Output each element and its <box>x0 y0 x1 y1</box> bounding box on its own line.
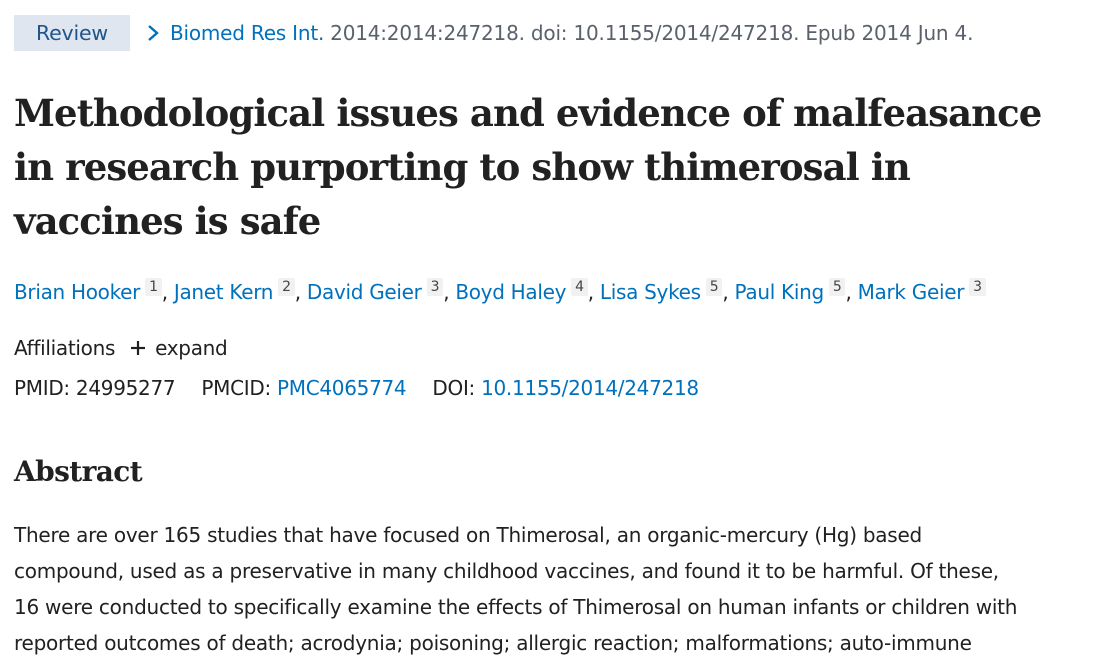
affiliation-ref[interactable]: 2 <box>278 278 295 296</box>
pmcid-link[interactable]: PMC4065774 <box>276 376 407 400</box>
abstract-line: 16 were conducted to specifically examin… <box>14 595 1018 619</box>
pmid-label: PMID: <box>14 376 70 400</box>
author-separator: , <box>443 280 450 304</box>
author-item: Brian Hooker 1 <box>14 278 162 304</box>
author-item: Boyd Haley 4 <box>455 278 588 304</box>
author-item: Paul King 5 <box>734 278 846 304</box>
chevron-right-icon[interactable] <box>146 23 160 43</box>
pmid-value: 24995277 <box>75 376 176 400</box>
author-separator: , <box>294 280 301 304</box>
plus-icon <box>131 341 146 355</box>
author-link[interactable]: Brian Hooker <box>14 280 141 304</box>
affiliations-row: Affiliations expand <box>14 336 228 360</box>
author-separator: , <box>845 280 852 304</box>
author-item: Mark Geier 3 <box>857 278 986 304</box>
abstract-line: There are over 165 studies that have foc… <box>14 523 922 547</box>
identifiers-row: PMID: 24995277 PMCID: PMC4065774 DOI: 10… <box>14 376 699 400</box>
author-item: Janet Kern 2 <box>173 278 295 304</box>
author-link[interactable]: Lisa Sykes <box>599 280 701 304</box>
author-item: David Geier 3 <box>306 278 444 304</box>
citation-row: Review Biomed Res Int. 2014:2014:247218.… <box>14 15 973 51</box>
abstract-line: reported outcomes of death; acrodynia; p… <box>14 631 972 655</box>
publication-type-badge: Review <box>14 15 130 51</box>
affiliation-ref[interactable]: 5 <box>828 278 846 296</box>
expand-affiliations-button[interactable]: expand <box>129 336 228 360</box>
author-separator: , <box>587 280 594 304</box>
article-title: Methodological issues and evidence of ma… <box>14 91 1042 243</box>
author-item: Lisa Sykes 5 <box>599 278 723 304</box>
author-link[interactable]: Paul King <box>734 280 825 304</box>
abstract-text: There are over 165 studies that have foc… <box>14 517 1094 661</box>
affiliations-label: Affiliations <box>14 336 116 360</box>
affiliation-ref[interactable]: 5 <box>705 278 723 296</box>
author-link[interactable]: Mark Geier <box>857 280 965 304</box>
abstract-line: compound, used as a preservative in many… <box>14 559 999 583</box>
author-separator: , <box>722 280 729 304</box>
pmcid-label: PMCID: <box>201 376 271 400</box>
expand-label: expand <box>155 336 228 360</box>
author-list: Brian Hooker 1, Janet Kern 2, David Geier 3… <box>14 278 986 304</box>
journal-link[interactable]: Biomed Res Int. <box>169 21 325 45</box>
affiliation-ref[interactable]: 1 <box>145 278 162 296</box>
affiliation-ref[interactable]: 3 <box>969 278 986 296</box>
doi-label: DOI: <box>432 376 475 400</box>
author-separator: , <box>161 280 168 304</box>
author-link[interactable]: Boyd Haley <box>455 280 567 304</box>
abstract-heading: Abstract <box>14 455 143 488</box>
author-link[interactable]: David Geier <box>306 280 422 304</box>
affiliation-ref[interactable]: 3 <box>426 278 444 296</box>
doi-link[interactable]: 10.1155/2014/247218 <box>481 376 699 400</box>
citation-details: 2014:2014:247218. doi: 10.1155/2014/2472… <box>330 21 974 45</box>
affiliation-ref[interactable]: 4 <box>571 278 588 296</box>
author-link[interactable]: Janet Kern <box>173 280 274 304</box>
